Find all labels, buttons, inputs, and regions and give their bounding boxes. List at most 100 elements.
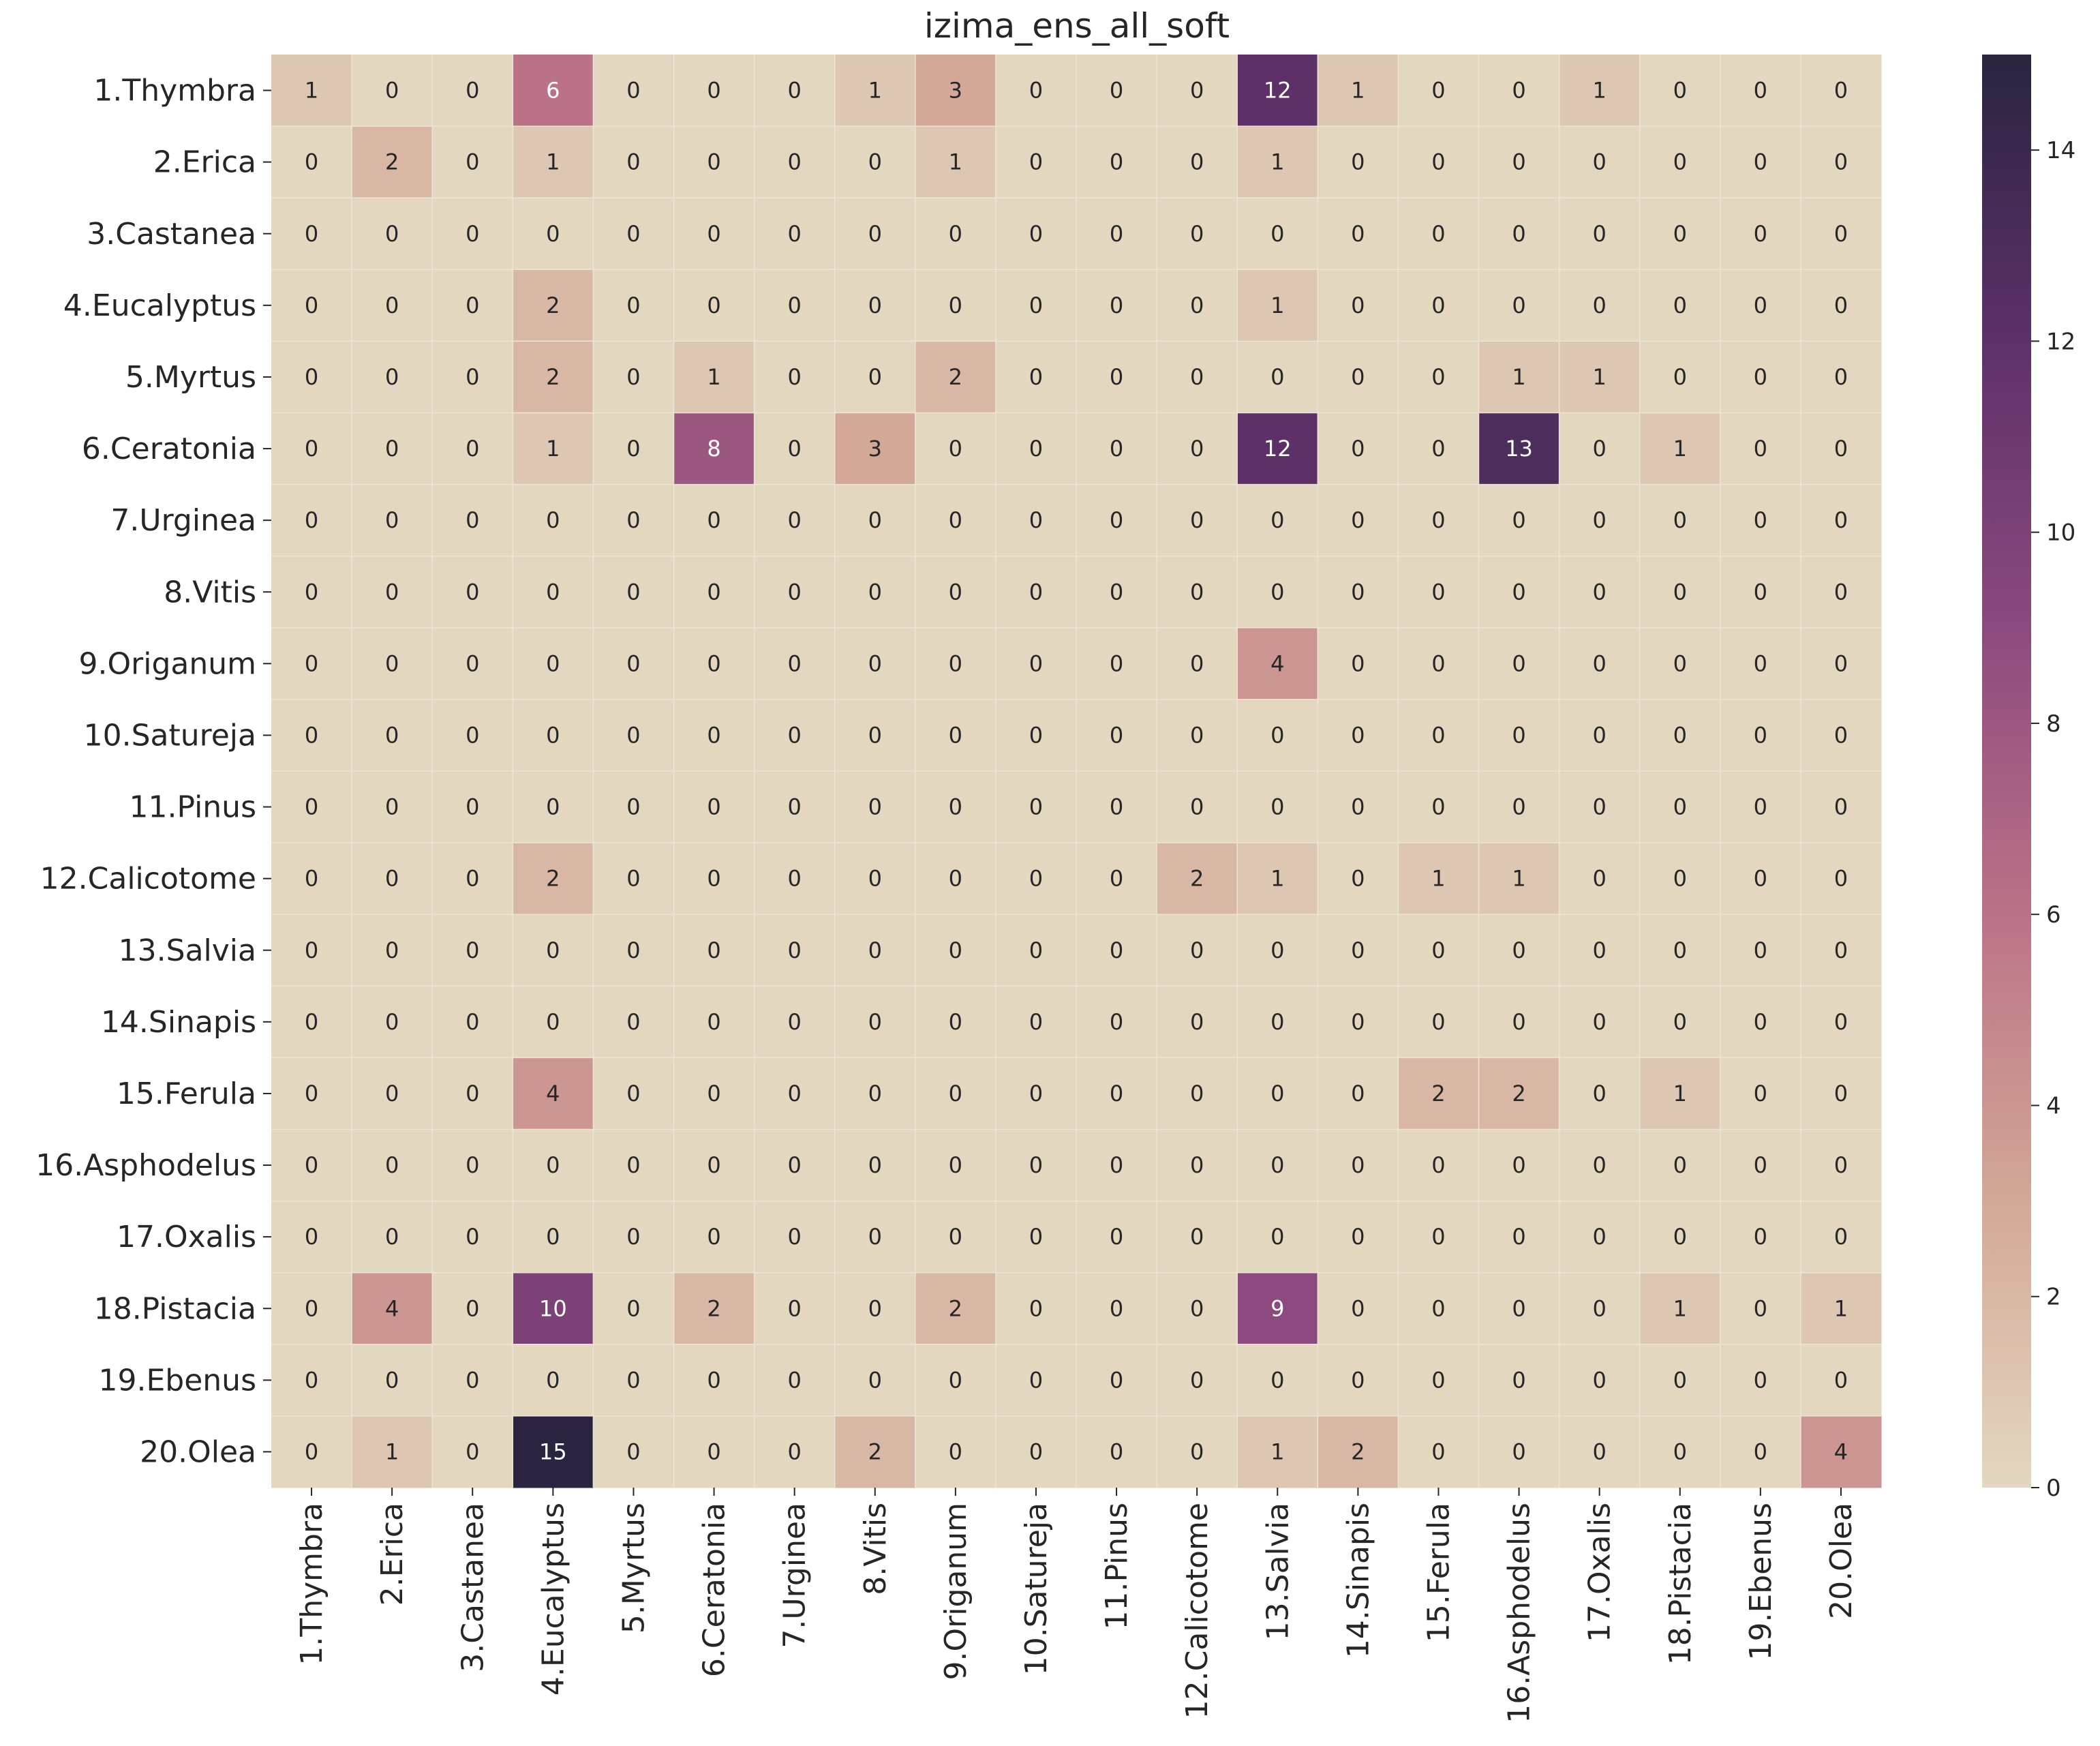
cell-value-label: 0: [466, 1152, 479, 1178]
heatmap-cell: [271, 1201, 352, 1274]
heatmap-cell: [1318, 771, 1399, 843]
heatmap-cell: [1478, 771, 1560, 843]
cell-value-label: 0: [1270, 722, 1284, 748]
heatmap-cell: [673, 1129, 755, 1202]
heatmap-cell-labels: 1 0 0 6 0 0 0 1 3 0 0 0 12 1 0 0 1 0 0 00 2 0 1 0 0 0 0 1 0 0 0 1 0 0 0 0 0 0…: [305, 78, 1848, 1465]
cell-value-label: 0: [305, 937, 318, 963]
cell-value-label: 0: [868, 364, 882, 390]
heatmap-cell: [915, 556, 996, 629]
heatmap-cell: [1076, 198, 1157, 270]
heatmap-cell: [1478, 556, 1560, 629]
heatmap-cell: [1318, 55, 1399, 127]
cell-value-label: 0: [466, 1295, 479, 1321]
heatmap-cell: [915, 1272, 996, 1345]
heatmap-cell: [1237, 412, 1318, 485]
cell-value-label: 0: [868, 1081, 882, 1107]
heatmap-cell: [1639, 843, 1721, 915]
cell-value-label: 1: [1270, 292, 1284, 318]
heatmap-cell: [995, 627, 1077, 700]
cell-value-label: 2: [546, 866, 560, 892]
heatmap-cell: [1720, 1057, 1801, 1130]
heatmap-cell: [1720, 914, 1801, 987]
heatmap-cell: [1237, 1344, 1318, 1417]
heatmap-cell: [593, 126, 674, 198]
heatmap-cell: [593, 1344, 674, 1417]
cell-value-label: 0: [1431, 722, 1445, 748]
cell-value-label: 0: [707, 221, 720, 247]
cell-value-label: 0: [1029, 722, 1043, 748]
heatmap-cell: [1398, 269, 1479, 342]
heatmap-cell: [673, 556, 755, 629]
cell-value-label: 0: [1512, 149, 1525, 175]
cell-value-label: 0: [787, 794, 801, 820]
cell-value-label: 0: [1673, 364, 1687, 390]
heatmap-cell: [271, 843, 352, 915]
x-tick-label: 7.Urginea: [778, 1503, 812, 1649]
cell-value-label: 0: [1834, 221, 1848, 247]
cell-value-label: 0: [1029, 1439, 1043, 1464]
cell-value-label: 0: [1754, 937, 1767, 963]
heatmap-cell: [352, 986, 433, 1058]
cell-value-label: 0: [1512, 650, 1525, 676]
heatmap-cell: [754, 484, 836, 557]
heatmap-cell: [513, 843, 594, 915]
heatmap-cell: [352, 412, 433, 485]
heatmap-cell: [1076, 341, 1157, 413]
cell-value-label: 0: [305, 1295, 318, 1321]
heatmap-cell: [1720, 484, 1801, 557]
heatmap-cell: [1639, 269, 1721, 342]
heatmap-cell: [1318, 914, 1399, 987]
x-tick-label: 2.Erica: [375, 1503, 410, 1606]
cell-value-label: 0: [1431, 794, 1445, 820]
heatmap-cell: [1800, 55, 1882, 127]
y-tick-label: 16.Asphodelus: [35, 1148, 256, 1183]
heatmap-cell: [1157, 1057, 1238, 1130]
heatmap-cell: [593, 1129, 674, 1202]
cell-value-label: 2: [1512, 1081, 1525, 1107]
heatmap-cell: [1639, 341, 1721, 413]
heatmap-cell: [1639, 412, 1721, 485]
heatmap-cell: [915, 627, 996, 700]
heatmap-cell: [513, 1344, 594, 1417]
cell-value-label: 0: [305, 650, 318, 676]
cell-value-label: 0: [707, 1439, 720, 1464]
cell-value-label: 1: [707, 364, 720, 390]
cell-value-label: 0: [707, 937, 720, 963]
heatmap-cell: [834, 412, 916, 485]
heatmap-cell: [1720, 843, 1801, 915]
heatmap-cell: [593, 412, 674, 485]
heatmap-cell: [1639, 627, 1721, 700]
heatmap-cell: [271, 986, 352, 1058]
cell-value-label: 0: [949, 221, 962, 247]
cell-value-label: 0: [466, 1367, 479, 1393]
heatmap-cells: [271, 55, 1882, 1488]
cell-value-label: 0: [1110, 1224, 1123, 1250]
cell-value-label: 0: [1592, 650, 1606, 676]
y-tick-label: 13.Salvia: [119, 933, 256, 968]
cell-value-label: 2: [385, 149, 399, 175]
cell-value-label: 0: [1431, 436, 1445, 462]
cell-value-label: 0: [1270, 579, 1284, 605]
heatmap-cell: [834, 771, 916, 843]
heatmap-cell: [1157, 986, 1238, 1058]
heatmap-cell: [1076, 412, 1157, 485]
cell-value-label: 0: [787, 149, 801, 175]
heatmap-cell: [352, 1272, 433, 1345]
heatmap-cell: [1559, 556, 1641, 629]
cell-value-label: 0: [707, 78, 720, 104]
cell-value-label: 0: [1834, 1367, 1848, 1393]
cell-value-label: 0: [1431, 1152, 1445, 1178]
cell-value-label: 0: [1110, 866, 1123, 892]
heatmap-cell: [1318, 269, 1399, 342]
heatmap-cell: [1720, 1201, 1801, 1274]
heatmap-cell: [1237, 699, 1318, 772]
cell-value-label: 10: [539, 1295, 567, 1321]
cell-value-label: 0: [1673, 1224, 1687, 1250]
cell-value-label: 2: [1190, 866, 1204, 892]
heatmap-cell: [834, 1415, 916, 1488]
cell-value-label: 0: [626, 1152, 640, 1178]
cell-value-label: 0: [1592, 1367, 1606, 1393]
heatmap-cell: [1800, 914, 1882, 987]
x-tick-label: 20.Olea: [1824, 1503, 1859, 1619]
heatmap-cell: [593, 986, 674, 1058]
